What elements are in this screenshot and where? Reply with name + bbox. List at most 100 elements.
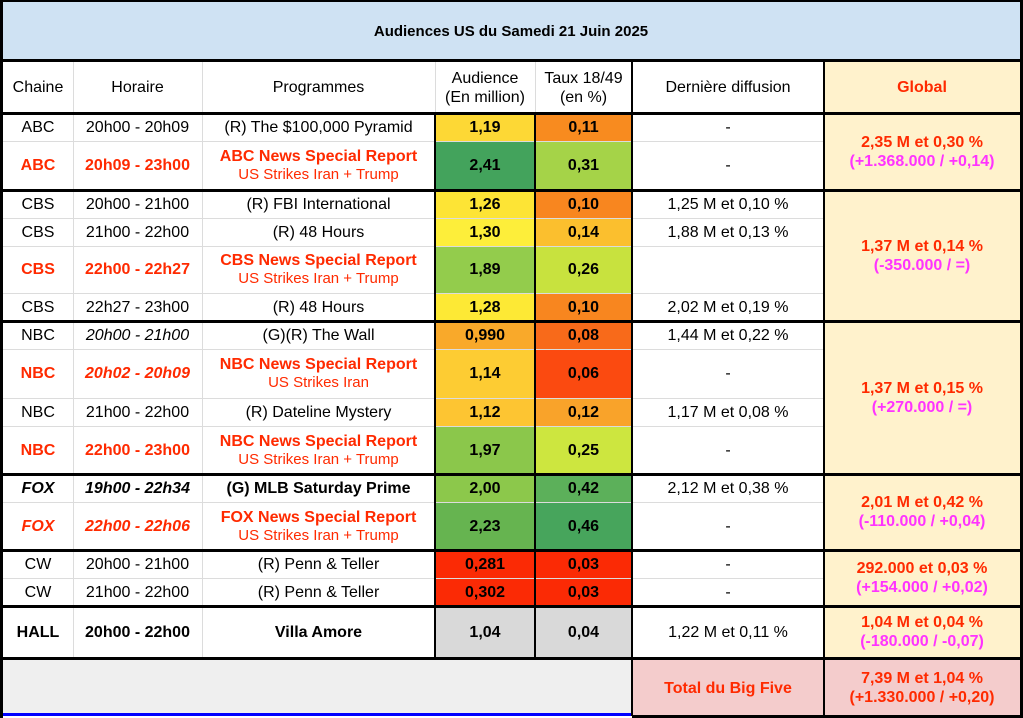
cell-chaine: NBC [3,398,73,426]
derniere-value: - [725,583,731,601]
cell-horaire: 20h02 - 20h09 [73,349,202,398]
cell-taux: 0,11 [535,113,632,141]
header-chaine: Chaine [3,62,73,113]
cell-derniere: - [632,502,824,550]
header-derniere: Dernière diffusion [632,62,824,113]
global-delta: (-110.000 / +0,04) [858,513,986,530]
header-global: Global [824,62,1020,113]
chaine-text: CBS [21,261,55,278]
taux-value: 0,03 [567,583,600,601]
programme-title: (R) 48 Hours [272,223,365,241]
header-taux: Taux 18/49 (en %) [535,62,632,113]
derniere-value: - [725,555,731,573]
chaine-text: HALL [16,623,60,641]
audience-value: 1,19 [469,118,501,136]
audience-value: 0,302 [464,583,506,601]
cell-chaine: CBS [3,218,73,246]
cell-horaire: 20h00 - 22h00 [73,606,202,658]
programme-title: (R) Penn & Teller [257,583,380,601]
group-border [0,473,1023,476]
global-delta: (+270.000 / =) [871,398,973,416]
audience-value: 1,26 [469,195,501,213]
cell-taux: 0,46 [535,502,632,550]
row-divider [3,349,824,350]
programme-subtitle: US Strikes Iran + Trump [238,450,399,468]
programme-title: NBC News Special Report [219,356,418,373]
chaine-text: CBS [21,223,55,241]
group-border [0,657,1023,660]
horaire-text: 19h00 - 22h34 [85,479,190,497]
taux-value: 0,10 [567,298,600,316]
header-derniere-label: Dernière diffusion [665,79,791,96]
audience-value: 1,30 [469,223,501,241]
horaire-text: 22h27 - 23h00 [85,298,190,316]
programme-title: (R) The $100,000 Pyramid [224,118,413,136]
cell-taux: 0,06 [535,349,632,398]
cell-programme: NBC News Special Report US Strikes Iran [202,349,435,398]
chaine-text: CW [24,555,52,573]
cell-taux: 0,25 [535,426,632,474]
cell-audience: 2,00 [435,474,535,502]
cell-horaire: 21h00 - 22h00 [73,218,202,246]
taux-value: 0,25 [567,441,600,459]
cell-taux: 0,04 [535,606,632,658]
cell-taux: 0,26 [535,246,632,293]
taux-value: 0,26 [567,261,600,278]
cell-taux: 0,08 [535,321,632,349]
group-border [0,549,1023,552]
global-group-cell: 2,01 M et 0,42 % (-110.000 / +0,04) [824,474,1020,550]
derniere-value: 2,02 M et 0,19 % [667,298,789,316]
chaine-text: FOX [21,517,55,535]
cell-derniere: - [632,141,824,190]
derniere-value: - [725,517,731,535]
cell-taux: 0,14 [535,218,632,246]
audience-value: 1,28 [469,298,501,316]
group-border [0,605,1023,608]
cell-programme: (G) MLB Saturday Prime [202,474,435,502]
global-main: 1,37 M et 0,15 % [861,379,983,397]
programme-title: Villa Amore [274,623,363,641]
chaine-text: ABC [21,118,55,136]
taux-value: 0,08 [567,326,600,344]
taux-value: 0,14 [567,223,600,241]
header-horaire: Horaire [73,62,202,113]
cell-programme: (R) FBI International [202,190,435,218]
cell-audience: 1,97 [435,426,535,474]
programme-title: (G) MLB Saturday Prime [226,479,411,497]
audience-value: 1,12 [469,403,501,421]
horaire-text: 20h00 - 20h09 [85,118,190,136]
cell-derniere: - [632,426,824,474]
footer-empty [3,660,632,713]
chaine-text: NBC [21,403,55,421]
audience-value: 1,14 [469,365,501,382]
cell-derniere: 2,02 M et 0,19 % [632,293,824,321]
header-programmes-label: Programmes [272,79,365,96]
cell-chaine: NBC [3,321,73,349]
cell-taux: 0,03 [535,578,632,606]
cell-derniere: - [632,578,824,606]
taux-value: 0,31 [567,157,600,174]
cell-chaine: ABC [3,113,73,141]
outer-border [0,0,3,718]
row-divider [3,141,824,142]
global-main: 292.000 et 0,03 % [856,560,988,577]
cell-horaire: 22h00 - 22h27 [73,246,202,293]
footer-accent-line [3,713,632,716]
total-delta: (+1.330.000 / +0,20) [849,689,995,706]
row-divider [3,246,824,247]
cell-chaine: NBC [3,426,73,474]
derniere-value: 2,12 M et 0,38 % [667,479,789,497]
cell-taux: 0,42 [535,474,632,502]
header-taux-line2: (en %) [559,88,608,106]
cell-derniere: 2,12 M et 0,38 % [632,474,824,502]
horaire-text: 20h00 - 22h00 [85,623,190,641]
cell-programme: Villa Amore [202,606,435,658]
cell-audience: 2,41 [435,141,535,190]
outer-border [0,0,1023,2]
global-group-cell: 2,35 M et 0,30 % (+1.368.000 / +0,14) [824,113,1020,190]
cell-derniere: 1,25 M et 0,10 % [632,190,824,218]
programme-subtitle: US Strikes Iran + Trump [238,166,399,183]
cell-audience: 1,19 [435,113,535,141]
cell-programme: NBC News Special Report US Strikes Iran +… [202,426,435,474]
cell-chaine: CBS [3,246,73,293]
